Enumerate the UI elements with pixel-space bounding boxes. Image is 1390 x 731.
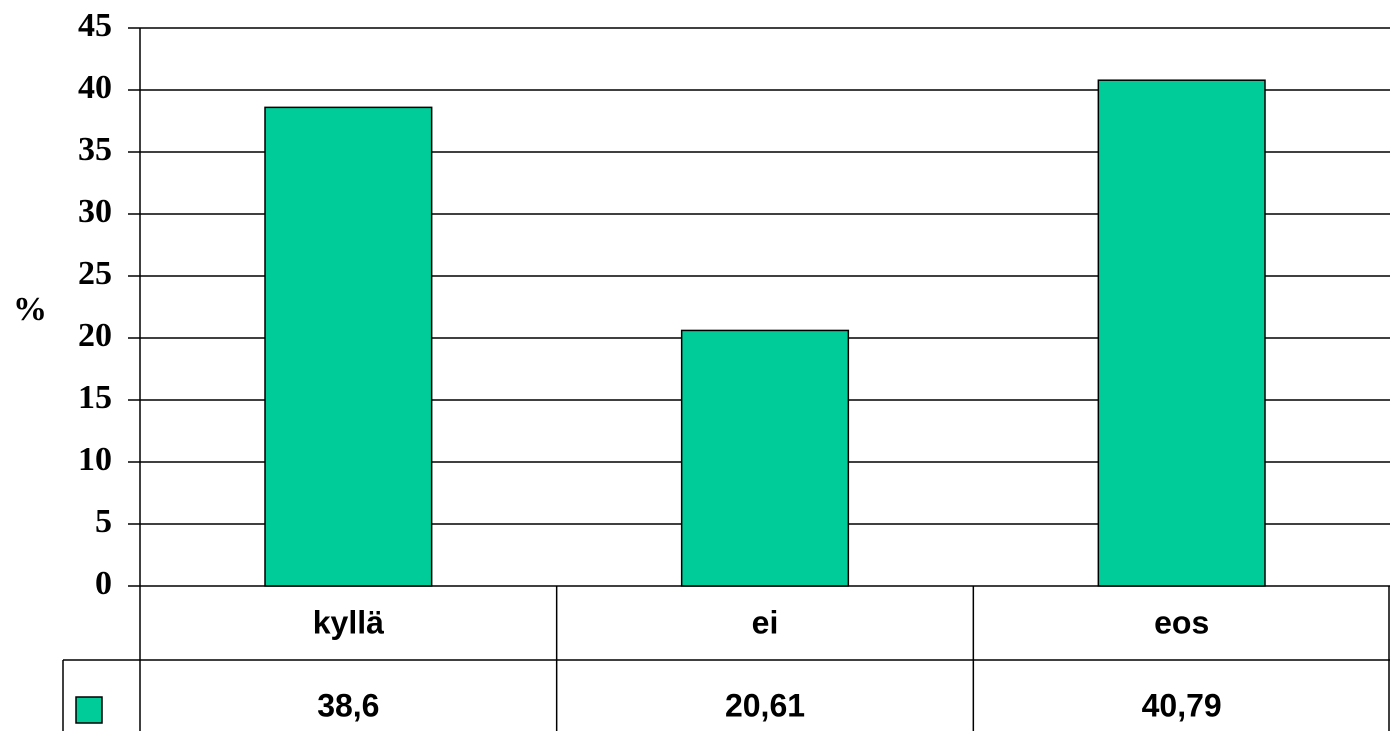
y-tick-label: 35	[78, 131, 112, 168]
table-value: 38,6	[317, 687, 379, 723]
table-value: 20,61	[725, 687, 805, 723]
x-tick-label: ei	[752, 604, 779, 640]
legend-key	[75, 696, 103, 724]
y-tick-label: 25	[78, 255, 112, 292]
bar	[1097, 79, 1266, 587]
y-axis-label: %	[13, 291, 47, 328]
y-tick-label: 15	[78, 379, 112, 416]
bar	[264, 106, 433, 587]
table-value: 40,79	[1142, 687, 1222, 723]
x-tick-label: eos	[1154, 604, 1209, 640]
y-tick-label: 20	[78, 317, 112, 354]
bar	[680, 329, 850, 587]
y-tick-label: 45	[78, 7, 112, 44]
y-tick-label: 0	[95, 565, 112, 602]
x-tick-label: kyllä	[313, 604, 384, 640]
y-tick-label: 10	[78, 441, 112, 478]
y-tick-label: 40	[78, 69, 112, 106]
y-tick-label: 30	[78, 193, 112, 230]
y-tick-label: 5	[95, 503, 112, 540]
